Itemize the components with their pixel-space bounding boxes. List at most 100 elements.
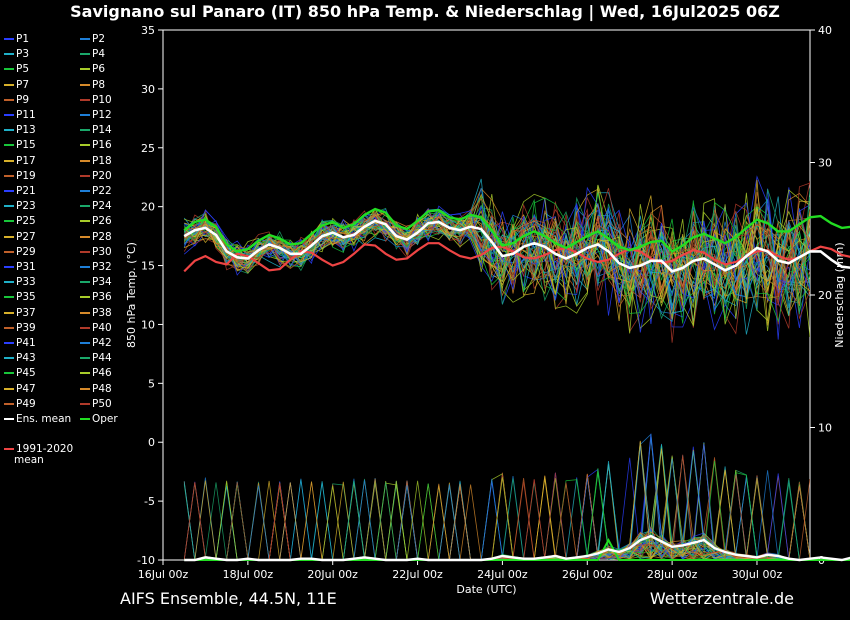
legend-item: P46 [80,367,112,379]
member-precip-line [184,469,810,560]
legend-swatch [4,357,14,360]
y-tick-label: 0 [148,436,155,449]
y-axis-label: 850 hPa Temp. (°C) [125,242,138,348]
legend-label: P3 [16,48,30,61]
y-tick-label: 15 [141,260,155,273]
legend-swatch [80,387,90,390]
legend-item: P17 [4,155,36,167]
legend-label: P21 [16,185,36,197]
legend-item: P22 [80,185,112,197]
legend-item: P6 [80,63,105,75]
legend-swatch [80,220,90,223]
legend-item: P38 [80,307,112,319]
legend-label: P14 [92,124,112,137]
legend-swatch [80,342,90,344]
legend-label: P2 [92,33,106,45]
legend-item: P30 [80,246,112,258]
legend-swatch [80,98,90,101]
legend-item: P8 [80,79,105,91]
x-tick-label: 30Jul 00z [732,568,783,581]
legend-item: P27 [4,231,36,243]
legend-swatch [80,281,90,284]
legend-item: P7 [4,79,29,91]
legend-swatch [4,114,14,116]
legend-label: P16 [92,139,112,152]
legend-swatch [4,144,14,147]
legend-oper: Oper [80,413,118,425]
ens-mean-precip-line [184,534,850,562]
legend-swatch [4,38,14,40]
y-tick-label: -10 [137,554,155,567]
legend-label: P33 [16,276,36,289]
legend-label: P8 [92,78,106,91]
legend-label: P9 [16,93,30,106]
legend-label: P41 [16,337,36,349]
legend-swatch [80,250,90,253]
legend-label: P44 [92,352,112,365]
legend-swatch [4,281,14,284]
y2-tick-label: 10 [818,422,832,435]
legend-label: P18 [92,154,112,167]
legend-item: P25 [4,215,36,227]
legend-item: P47 [4,383,36,395]
y-tick-label: -5 [144,495,155,508]
legend-label: P11 [16,109,36,121]
legend-label: P39 [16,321,36,334]
member-temp-line [183,184,810,334]
legend-label: P37 [16,306,36,319]
legend-climate-mean: 1991-2020 [4,443,73,455]
legend-label: P22 [92,185,112,197]
legend-item: P43 [4,352,36,364]
legend-swatch [4,235,14,238]
member-temp-line [183,213,810,276]
legend-swatch [80,296,90,299]
legend-item: P42 [80,337,112,349]
legend-item: P23 [4,200,36,212]
legend-swatch [4,387,14,390]
legend-item: P14 [80,124,112,136]
legend-swatch [80,53,90,56]
y2-tick-label: 40 [818,24,832,37]
member-temp-line [183,188,810,312]
legend-item: P1 [4,33,29,45]
member-precip-line [184,472,810,560]
legend-swatch [4,266,14,268]
legend-swatch [80,129,90,132]
legend-item: P20 [80,170,112,182]
legend-swatch [80,114,90,116]
legend-label: P6 [92,63,106,76]
legend-item: P28 [80,231,112,243]
legend-item: P15 [4,139,36,151]
legend-item: P24 [80,200,112,212]
legend-item: P31 [4,261,36,273]
legend-item: P4 [80,48,105,60]
legend-label: P27 [16,230,36,243]
legend-item: P41 [4,337,36,349]
member-temp-line [183,198,810,308]
legend-item: P9 [4,94,29,106]
legend-label: P12 [92,109,112,121]
legend-label: P29 [16,245,36,258]
legend-item: P13 [4,124,36,136]
legend-swatch [80,311,90,314]
legend-swatch [4,68,14,71]
legend-label: P47 [16,382,36,395]
legend-item: P45 [4,367,36,379]
legend-item: P26 [80,215,112,227]
legend-label: P48 [92,382,112,395]
legend-swatch [4,83,14,86]
legend-swatch [4,159,14,162]
legend-swatch [4,129,14,132]
legend-item: P5 [4,63,29,75]
y-tick-label: 30 [141,83,155,96]
legend-swatch [4,311,14,314]
legend-swatch [80,144,90,147]
legend-label: P30 [92,245,112,258]
legend-label: P1 [16,33,30,45]
legend-swatch [80,205,90,208]
y-tick-label: 25 [141,142,155,155]
legend-swatch [80,357,90,360]
legend-item: P44 [80,352,112,364]
legend-swatch [4,220,14,223]
legend-swatch [4,174,14,177]
